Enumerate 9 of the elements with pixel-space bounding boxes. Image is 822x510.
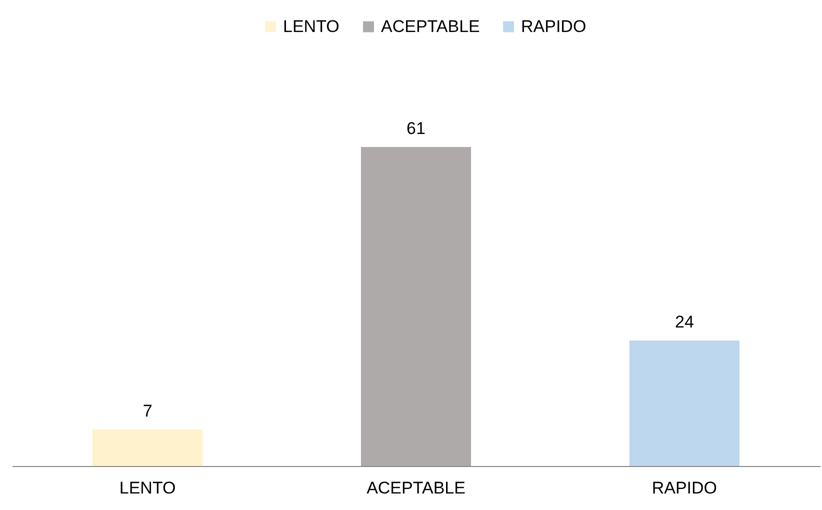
legend-label: LENTO [283,16,340,36]
legend-label: ACEPTABLE [381,16,480,36]
x-tick-label: RAPIDO [652,478,718,498]
data-label: 24 [674,312,694,332]
x-tick-label: LENTO [119,478,176,498]
x-tick-label: ACEPTABLE [366,478,466,498]
legend-label: RAPIDO [521,16,586,36]
data-label: 7 [142,401,152,420]
data-label: 61 [406,118,426,138]
